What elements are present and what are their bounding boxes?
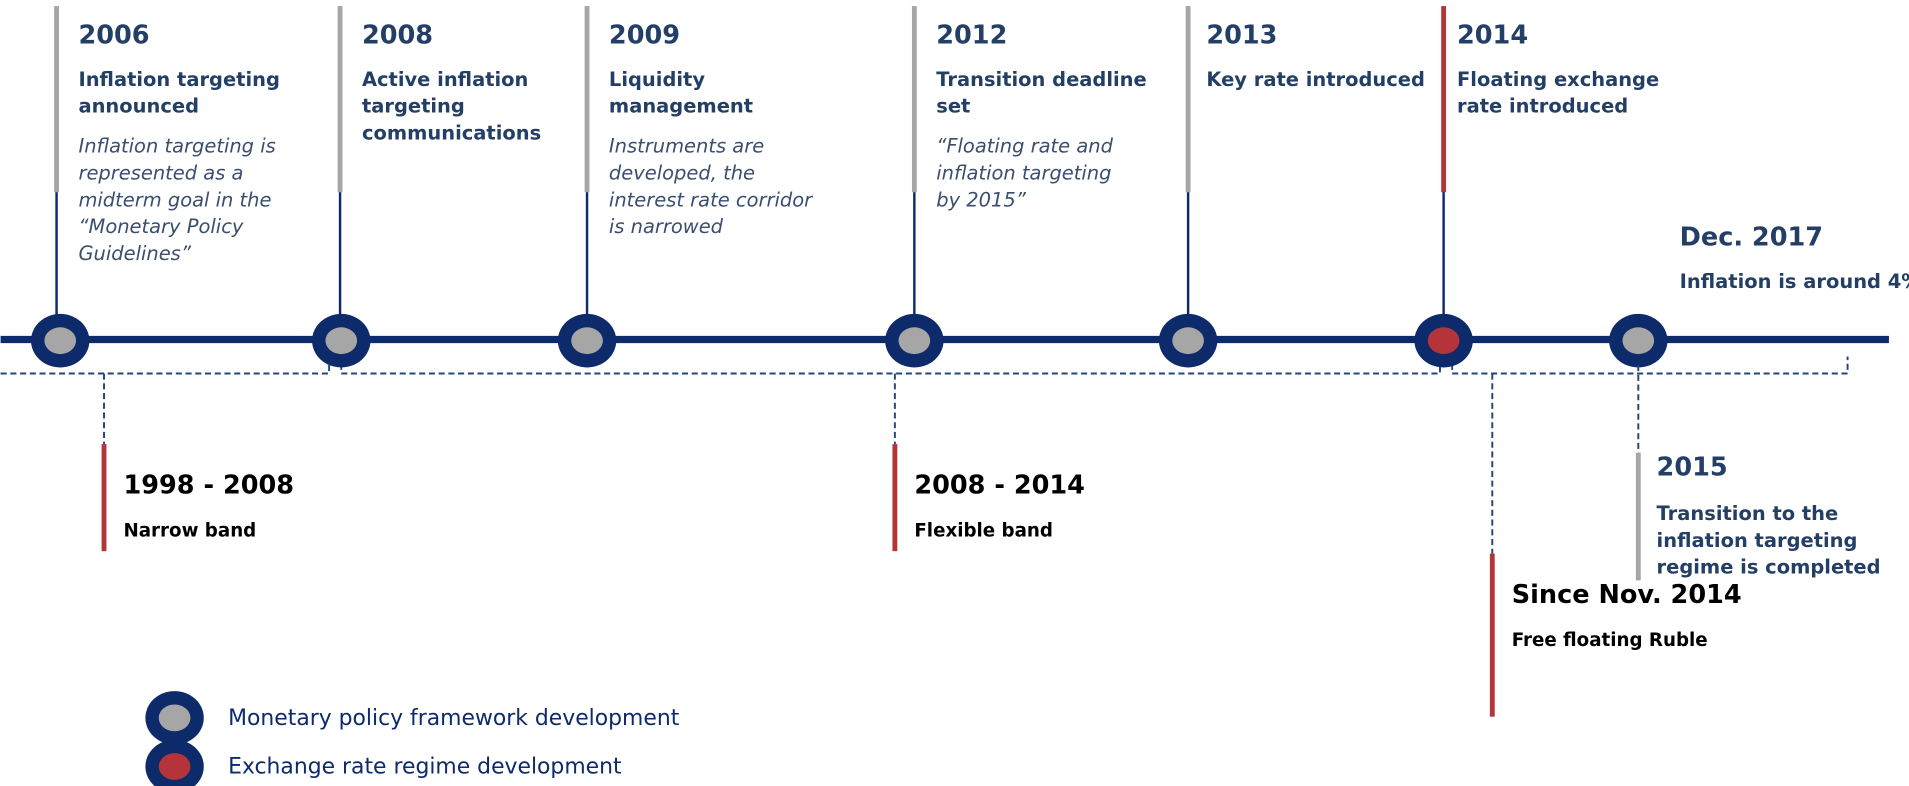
period-label: Narrow band [123, 521, 256, 542]
event-title: communications [362, 121, 541, 144]
period-bar [1489, 553, 1495, 717]
event-title: Inflation targeting [78, 68, 279, 91]
period-bar [892, 444, 898, 552]
event-title: Floating exchange [1457, 68, 1659, 91]
event-description: Instruments are [609, 135, 764, 158]
period-label: Free floating Ruble [1512, 630, 1708, 651]
period-years: 1998 - 2008 [123, 471, 294, 501]
event-description: Inflation targeting is [78, 135, 275, 158]
legend-label: Exchange rate regime development [228, 755, 622, 780]
event-year: 2006 [78, 21, 149, 51]
event-description: by 2015” [936, 188, 1027, 211]
event-description: midterm goal in the [78, 188, 271, 211]
milestone-text: Inflation is around 4% [1680, 270, 1909, 293]
period-label: Flexible band [914, 521, 1053, 542]
event-node-core [44, 327, 77, 355]
event-description: inflation targeting [936, 161, 1111, 184]
event-year: 2014 [1457, 21, 1528, 51]
event-description: is narrowed [609, 215, 724, 238]
event-bar [1185, 6, 1191, 193]
event-title: Key rate introduced [1206, 68, 1425, 91]
completion-bar [1635, 452, 1641, 581]
legend-swatch-core [158, 753, 191, 780]
event-bar [911, 6, 917, 193]
legend-label: Monetary policy framework development [228, 706, 680, 731]
event-node-core [1427, 327, 1460, 355]
event-title: Transition deadline [936, 68, 1146, 91]
event-description: “Floating rate and [936, 135, 1113, 158]
event-year: 2009 [609, 21, 680, 51]
event-bar [337, 6, 343, 193]
event-title: announced [78, 95, 199, 118]
event-node-core [571, 327, 603, 355]
event-year: 2008 [362, 21, 433, 51]
event-node-core [898, 327, 931, 355]
event-title: Active inflation [362, 68, 528, 91]
event-node-core [1172, 327, 1204, 355]
event-year: 2013 [1206, 21, 1277, 51]
event-title: rate introduced [1457, 95, 1628, 118]
event-node-core [325, 327, 358, 355]
completion-text: Transition to the [1657, 502, 1839, 525]
event-year: 2012 [936, 21, 1007, 51]
event-title: management [609, 95, 753, 118]
period-years: 2008 - 2014 [914, 471, 1085, 501]
event-title: Liquidity [609, 68, 705, 91]
event-bar [1441, 6, 1447, 193]
event-title: targeting [362, 95, 465, 118]
event-description: Guidelines” [78, 242, 191, 265]
period-bar [101, 444, 107, 552]
event-title: set [936, 95, 970, 118]
event-bar [584, 6, 590, 193]
legend-swatch-core [158, 704, 191, 732]
event-description: “Monetary Policy [78, 215, 243, 238]
event-description: represented as a [78, 161, 243, 184]
event-description: interest rate corridor [609, 188, 813, 211]
period-brackets [0, 356, 1849, 375]
completion-year: 2015 [1657, 452, 1728, 482]
event-bar [54, 6, 59, 193]
milestone-node-core [1622, 327, 1655, 355]
completion-text: regime is completed [1657, 556, 1881, 579]
period-years: Since Nov. 2014 [1512, 580, 1742, 610]
milestone-date: Dec. 2017 [1680, 222, 1823, 252]
event-description: developed, the [609, 161, 755, 184]
completion-text: inflation targeting [1657, 529, 1858, 552]
